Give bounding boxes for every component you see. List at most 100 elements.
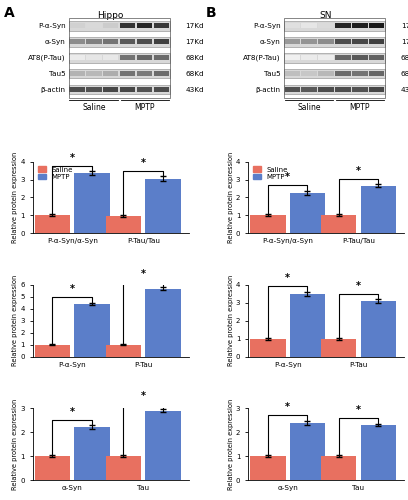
Bar — [75, 173, 110, 234]
Bar — [120, 87, 135, 92]
Bar — [335, 71, 350, 76]
Bar — [106, 456, 141, 480]
Bar — [69, 71, 84, 76]
Bar — [154, 23, 169, 28]
Bar — [318, 55, 334, 60]
Bar — [290, 422, 325, 480]
Text: α-Syn: α-Syn — [260, 38, 281, 44]
Bar — [35, 344, 70, 356]
Bar — [369, 87, 384, 92]
Text: *: * — [70, 407, 75, 417]
Text: Saline: Saline — [82, 103, 106, 112]
Text: *: * — [285, 172, 290, 182]
Bar — [321, 456, 357, 480]
Bar — [145, 178, 181, 234]
Text: *: * — [356, 166, 361, 176]
Text: A: A — [4, 6, 15, 20]
Bar — [302, 71, 317, 76]
Bar — [145, 288, 181, 356]
Bar — [318, 87, 334, 92]
Bar — [154, 71, 169, 76]
Text: Hippo: Hippo — [98, 10, 124, 20]
Bar — [321, 338, 357, 356]
Bar — [352, 71, 368, 76]
Bar — [86, 39, 102, 44]
Bar — [137, 39, 152, 44]
Bar — [103, 71, 118, 76]
Bar — [154, 39, 169, 44]
Y-axis label: Relative protein expression: Relative protein expression — [228, 398, 234, 490]
Bar — [69, 87, 84, 92]
Bar — [137, 87, 152, 92]
Text: B: B — [206, 6, 217, 20]
Bar — [86, 23, 102, 28]
Text: 68Kd: 68Kd — [401, 54, 408, 60]
Text: Tau5: Tau5 — [264, 70, 281, 76]
Text: Tau5: Tau5 — [49, 70, 65, 76]
Bar — [103, 23, 118, 28]
Bar — [290, 294, 325, 356]
Bar — [335, 39, 350, 44]
Text: 43Kd: 43Kd — [186, 86, 204, 92]
Bar — [35, 456, 70, 480]
Bar — [318, 39, 334, 44]
Bar — [69, 21, 170, 30]
Bar — [318, 23, 334, 28]
Text: Saline: Saline — [297, 103, 321, 112]
Bar — [103, 55, 118, 60]
Text: *: * — [141, 390, 146, 400]
Bar — [69, 37, 170, 46]
Bar — [106, 216, 141, 234]
Bar — [290, 193, 325, 234]
Bar — [285, 71, 300, 76]
Bar — [120, 55, 135, 60]
Bar — [284, 21, 385, 30]
Text: *: * — [141, 268, 146, 278]
Text: β-actin: β-actin — [40, 86, 65, 92]
Bar — [369, 23, 384, 28]
Text: 68Kd: 68Kd — [401, 70, 408, 76]
Bar — [369, 39, 384, 44]
Bar — [284, 85, 385, 94]
Text: MPTP: MPTP — [350, 103, 370, 112]
Text: AT8(P-Tau): AT8(P-Tau) — [28, 54, 65, 61]
Text: *: * — [285, 274, 290, 283]
Bar — [120, 71, 135, 76]
Bar — [352, 87, 368, 92]
Bar — [103, 39, 118, 44]
Text: *: * — [70, 284, 75, 294]
Bar — [69, 23, 84, 28]
Bar — [318, 71, 334, 76]
Bar — [86, 71, 102, 76]
Text: P-α-Syn: P-α-Syn — [38, 22, 65, 28]
Text: 43Kd: 43Kd — [401, 86, 408, 92]
Bar — [250, 338, 286, 356]
Text: β-actin: β-actin — [256, 86, 281, 92]
Bar — [361, 186, 396, 234]
Bar — [335, 87, 350, 92]
Text: *: * — [141, 158, 146, 168]
Y-axis label: Relative protein expression: Relative protein expression — [12, 152, 18, 243]
Bar — [302, 39, 317, 44]
Text: P-α-Syn: P-α-Syn — [253, 22, 281, 28]
Text: 68Kd: 68Kd — [186, 70, 204, 76]
Bar — [302, 87, 317, 92]
Bar — [69, 18, 170, 98]
Bar — [120, 23, 135, 28]
Bar — [86, 55, 102, 60]
Bar — [69, 53, 170, 62]
Text: *: * — [356, 280, 361, 290]
Bar — [137, 71, 152, 76]
Bar — [154, 55, 169, 60]
Text: 17Kd: 17Kd — [186, 22, 204, 28]
Bar — [154, 87, 169, 92]
Bar — [302, 23, 317, 28]
Bar — [250, 456, 286, 480]
Bar — [369, 55, 384, 60]
Bar — [137, 23, 152, 28]
Bar — [284, 69, 385, 78]
Bar — [120, 39, 135, 44]
Bar — [335, 23, 350, 28]
Bar — [69, 69, 170, 78]
Legend: Saline, MPTP: Saline, MPTP — [36, 165, 74, 181]
